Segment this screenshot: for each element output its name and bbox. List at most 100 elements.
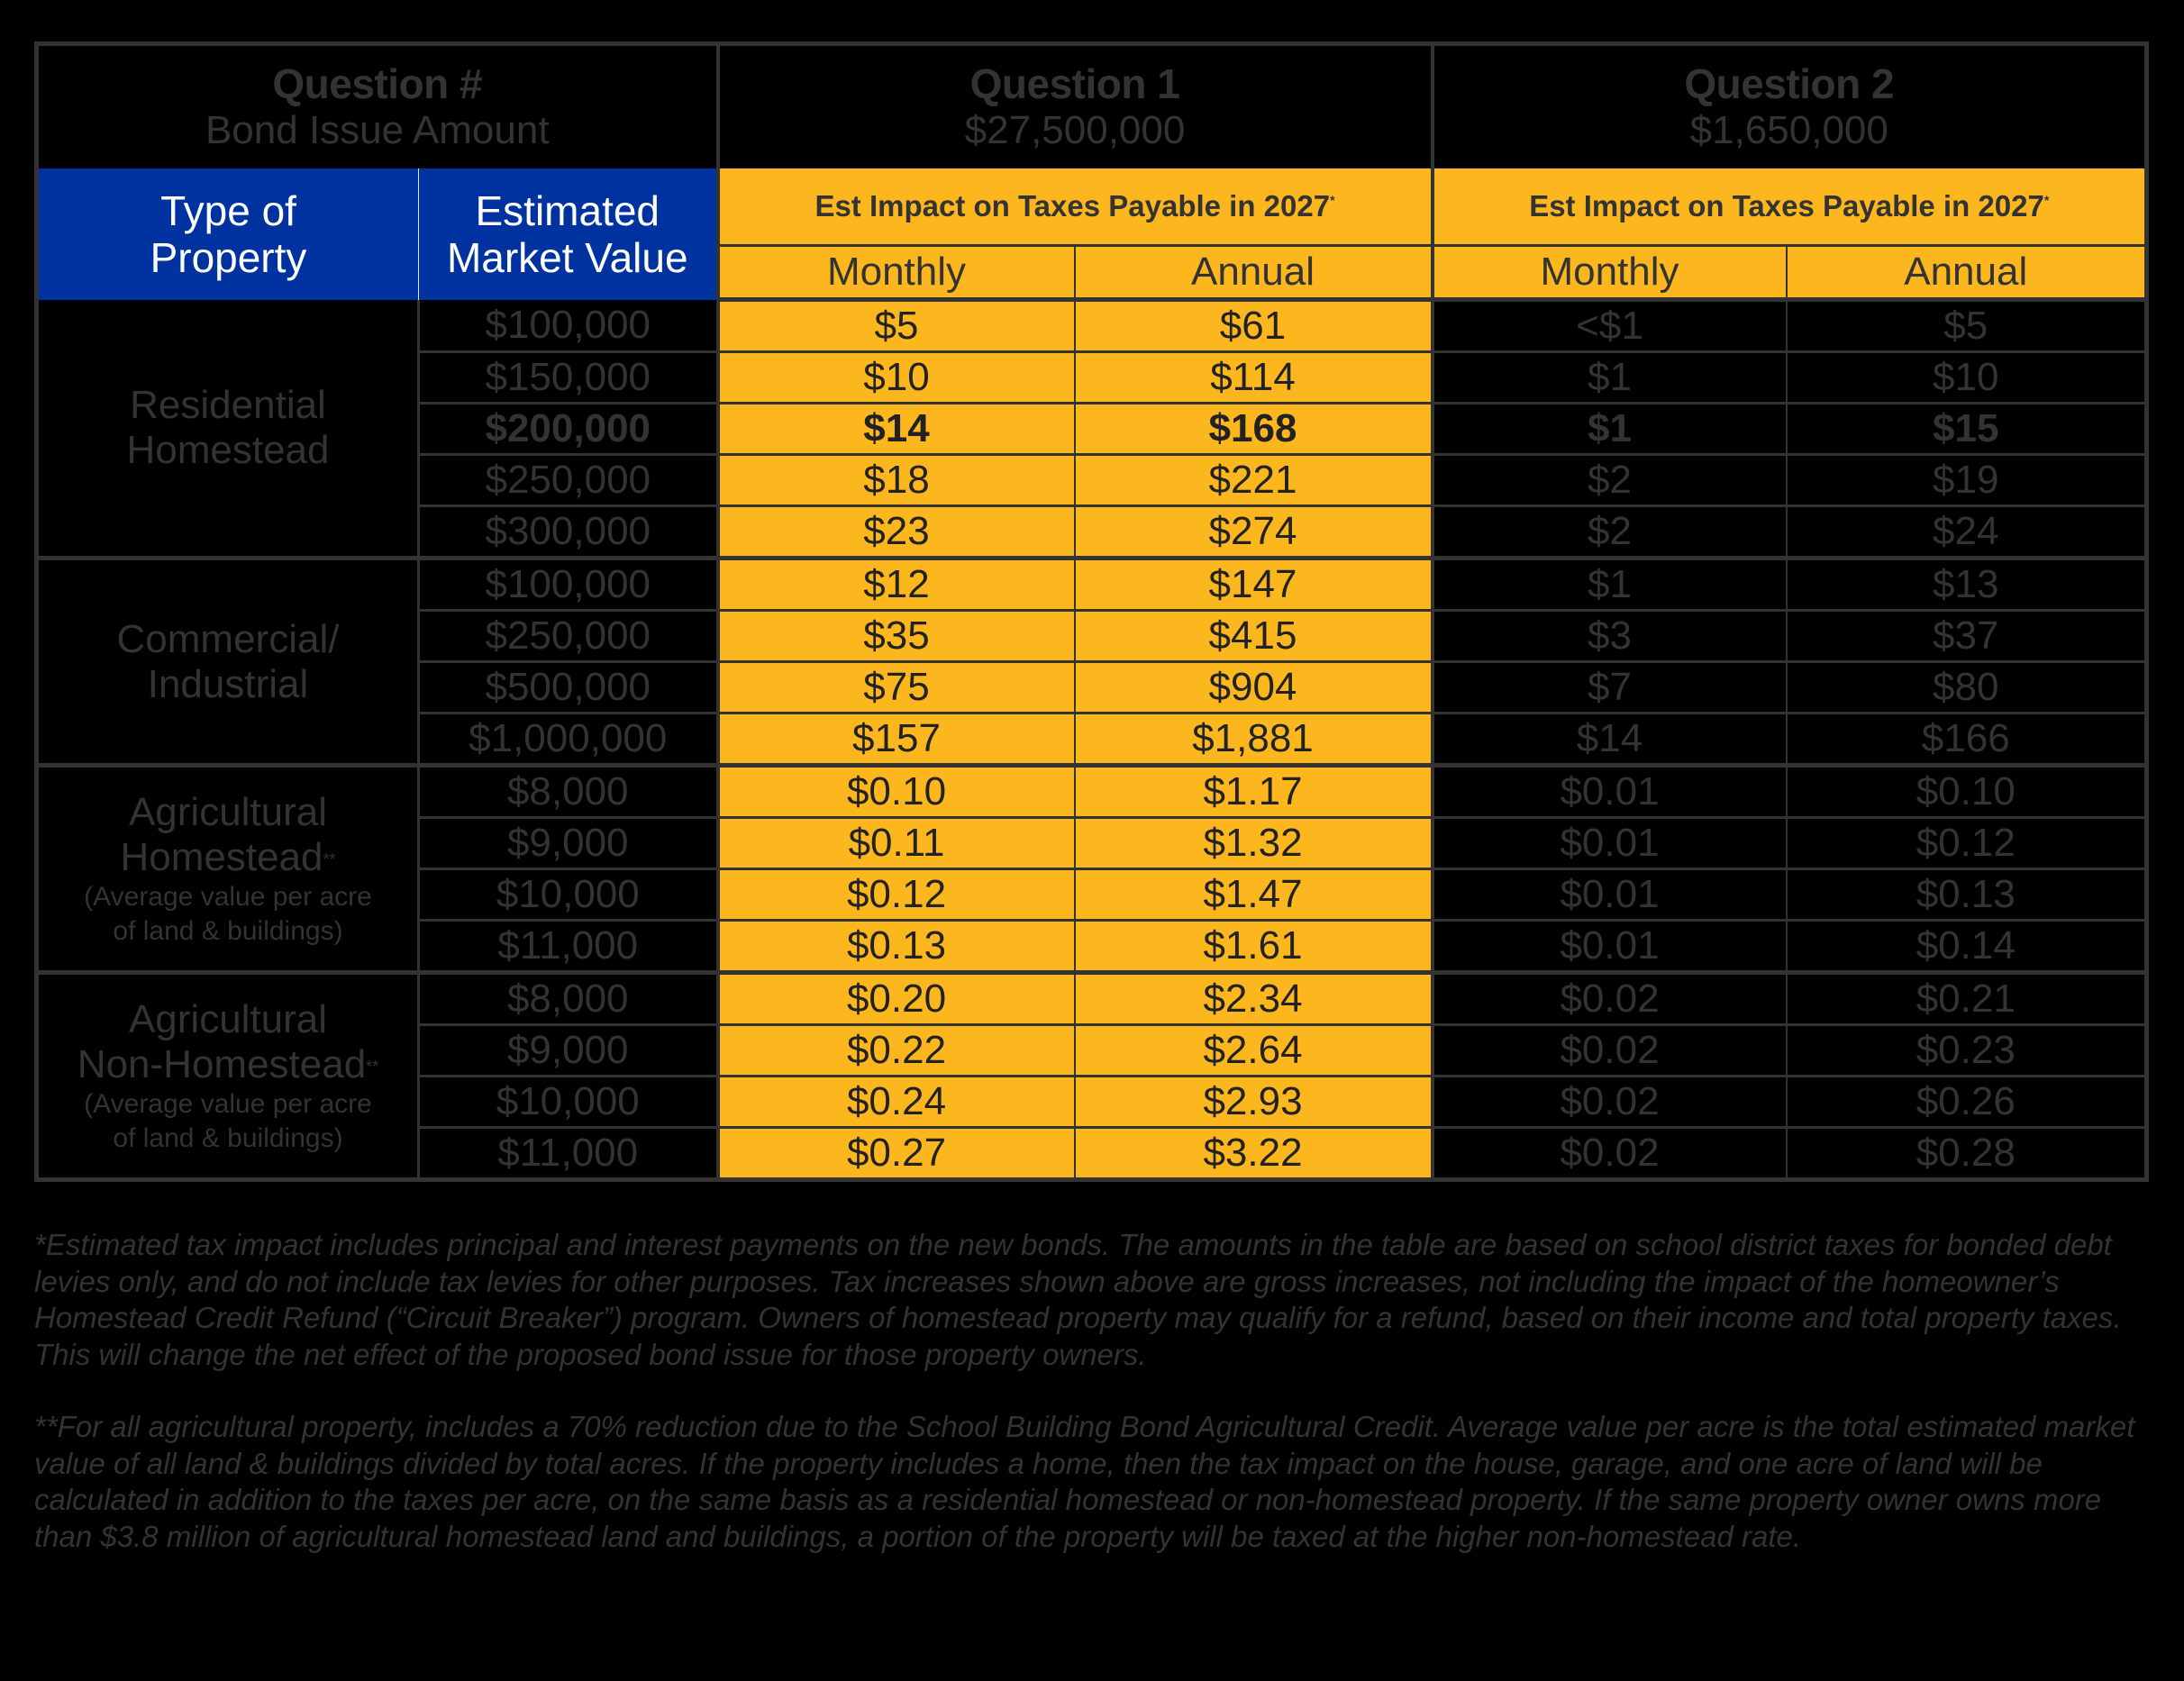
question-1-impact-label: Est Impact on Taxes Payable in 2027 <box>814 189 1331 223</box>
table-row: $11,000 $0.13 $1.61 $0.01 $0.14 <box>37 920 2147 975</box>
question-2-annual-cell: $13 <box>1786 558 2147 612</box>
question-2-title: Question 2 <box>1684 60 1895 107</box>
property-type-line-2: Homestead <box>39 428 417 473</box>
footnote-marker: ** <box>323 850 336 868</box>
footnote-marker: * <box>2043 193 2050 207</box>
question-2-annual-cell: $0.23 <box>1786 1024 2147 1077</box>
question-1-annual-cell: $147 <box>1074 558 1434 612</box>
market-value-line-2: Market Value <box>446 233 688 281</box>
question-1-annual-header: Annual <box>1074 244 1434 302</box>
question-2-impact-label: Est Impact on Taxes Payable in 2027 <box>1529 189 2044 223</box>
footnote-estimated-tax-impact: *Estimated tax impact includes principal… <box>34 1228 2122 1371</box>
property-type-line-1: Commercial/ <box>116 616 340 661</box>
market-value-line-1: Estimated <box>475 186 660 234</box>
question-1-monthly-cell: $0.11 <box>717 817 1076 870</box>
question-2-amount: $1,650,000 <box>1689 108 1888 152</box>
question-2-monthly-cell: $1 <box>1432 351 1788 404</box>
bond-tax-impact-table: Question # Bond Issue Amount Question 1 … <box>34 41 2149 1182</box>
question-1-annual-cell: $1.47 <box>1074 868 1434 922</box>
question-1-annual-cell: $168 <box>1074 403 1434 456</box>
question-2-annual-cell: $24 <box>1786 505 2147 560</box>
question-2-monthly-cell: $3 <box>1432 610 1788 663</box>
market-value-cell: $300,000 <box>418 505 720 560</box>
question-2-annual-cell: $0.26 <box>1786 1076 2147 1129</box>
question-2-annual-cell: $10 <box>1786 351 2147 404</box>
question-1-annual-cell: $2.34 <box>1074 972 1434 1026</box>
question-1-annual-cell: $2.64 <box>1074 1024 1434 1077</box>
market-value-cell: $8,000 <box>418 765 720 819</box>
question-1-amount: $27,500,000 <box>964 108 1186 152</box>
property-type-note-line-1: (Average value per acre <box>84 881 372 912</box>
question-2-monthly-cell: $0.01 <box>1432 817 1788 870</box>
question-2-monthly-cell: $2 <box>1432 505 1788 560</box>
table-row: $200,000 $14 $168 $1 $15 <box>37 403 2147 456</box>
question-2-monthly-cell: $1 <box>1432 403 1788 456</box>
property-type-name: Industrial <box>147 661 309 706</box>
question-2-annual-cell: $37 <box>1786 610 2147 663</box>
market-value-cell: $10,000 <box>418 868 720 922</box>
table-row: $10,000 $0.12 $1.47 $0.01 $0.13 <box>37 868 2147 922</box>
question-2-annual-cell: $15 <box>1786 403 2147 456</box>
table-row: $300,000 $23 $274 $2 $24 <box>37 505 2147 560</box>
table-row: $9,000 $0.22 $2.64 $0.02 $0.23 <box>37 1024 2147 1077</box>
market-value-cell: $9,000 <box>418 817 720 870</box>
market-value-cell: $500,000 <box>418 661 720 714</box>
question-1-annual-cell: $1.61 <box>1074 920 1434 975</box>
property-type-cell: Commercial/Industrial <box>36 558 420 768</box>
question-2-monthly-cell: $0.01 <box>1432 920 1788 975</box>
question-1-header: Question 1 $27,500,000 <box>717 43 1434 168</box>
question-1-monthly-cell: $10 <box>717 351 1076 404</box>
question-2-annual-cell: $0.13 <box>1786 868 2147 922</box>
market-value-cell: $9,000 <box>418 1024 720 1077</box>
market-value-cell: $250,000 <box>418 610 720 663</box>
question-1-monthly-cell: $18 <box>717 454 1076 507</box>
question-1-monthly-cell: $75 <box>717 661 1076 714</box>
question-1-annual-cell: $61 <box>1074 299 1434 353</box>
market-value-cell: $8,000 <box>418 972 720 1026</box>
question-1-annual-cell: $3.22 <box>1074 1127 1434 1180</box>
question-2-header: Question 2 $1,650,000 <box>1432 43 2147 168</box>
question-1-monthly-cell: $0.22 <box>717 1024 1076 1077</box>
question-number-label: Question # <box>272 60 483 107</box>
table-row: Commercial/Industrial $100,000 $12 $147 $1 $1… <box>36 558 2147 768</box>
question-header-row: Question # Bond Issue Amount Question 1 … <box>36 43 2147 168</box>
question-1-annual-cell: $2.93 <box>1074 1076 1434 1129</box>
question-2-annual-cell: $80 <box>1786 661 2147 714</box>
question-1-impact-header: Est Impact on Taxes Payable in 2027* <box>717 168 1434 246</box>
question-2-monthly-cell: $0.02 <box>1432 972 1788 1026</box>
property-type-cell: Agricultural Homestead** (Average value pe… <box>36 765 420 975</box>
question-2-monthly-cell: $14 <box>1432 713 1788 768</box>
question-1-monthly-cell: $0.13 <box>717 920 1076 975</box>
question-1-annual-cell: $415 <box>1074 610 1434 663</box>
table-row: $500,000 $75 $904 $7 $80 <box>37 661 2147 714</box>
column-header-row-1: Type of Property Estimated Market Value … <box>36 168 2147 300</box>
market-value-cell: $1,000,000 <box>418 713 720 768</box>
table-row: $11,000 $0.27 $3.22 $0.02 $0.28 <box>37 1127 2147 1180</box>
property-type-note-line-2: of land & buildings) <box>113 915 343 946</box>
question-label-cell: Question # Bond Issue Amount <box>36 43 720 168</box>
question-2-monthly-cell: $2 <box>1432 454 1788 507</box>
question-2-annual-cell: $0.14 <box>1786 920 2147 975</box>
question-2-annual-cell: $0.21 <box>1786 972 2147 1026</box>
property-type-line-1: Residential <box>130 382 326 427</box>
question-1-annual-cell: $221 <box>1074 454 1434 507</box>
property-type-line-1: Agricultural <box>128 789 328 834</box>
table-row: $9,000 $0.11 $1.32 $0.01 $0.12 <box>37 817 2147 870</box>
question-1-annual-cell: $1.17 <box>1074 765 1434 819</box>
question-1-annual-cell: $904 <box>1074 661 1434 714</box>
question-2-annual-cell: $5 <box>1786 299 2147 353</box>
property-type-line-1: Agricultural <box>128 996 328 1041</box>
question-2-monthly-cell: <$1 <box>1432 299 1788 353</box>
type-of-property-line-2: Property <box>150 233 307 281</box>
property-type-cell: Residential Homestead <box>36 299 420 560</box>
footnote-agricultural-property: **For all agricultural property, include… <box>34 1410 2135 1553</box>
footnotes: *Estimated tax impact includes principal… <box>34 1227 2152 1591</box>
market-value-cell: $250,000 <box>418 454 720 507</box>
question-1-monthly-cell: $0.27 <box>717 1127 1076 1180</box>
question-2-monthly-cell: $0.01 <box>1432 868 1788 922</box>
question-1-monthly-cell: $0.10 <box>717 765 1076 819</box>
market-value-cell: $100,000 <box>418 299 720 353</box>
table-row: $250,000 $35 $415 $3 $37 <box>37 610 2147 663</box>
question-1-monthly-cell: $35 <box>717 610 1076 663</box>
question-2-annual-cell: $19 <box>1786 454 2147 507</box>
